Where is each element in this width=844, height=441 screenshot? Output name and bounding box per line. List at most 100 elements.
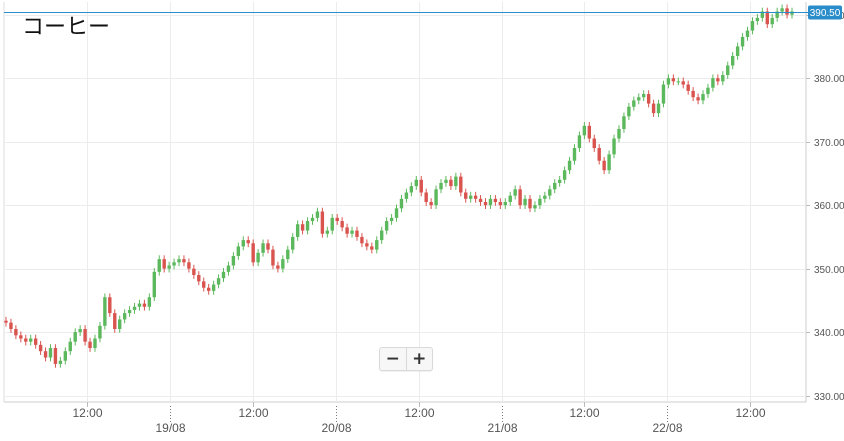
candle-body (696, 97, 700, 101)
candle-body (370, 246, 374, 250)
candle-body (567, 160, 572, 171)
candle-body (770, 17, 774, 25)
candle-body (4, 320, 8, 323)
candle-body (187, 262, 191, 269)
candle-body (162, 259, 166, 269)
y-axis: 330.00 340.00 350.00 360.00 370.00 380.00 390.… (806, 11, 844, 403)
candle-body (651, 103, 656, 114)
candle-body (310, 217, 315, 222)
candle-body (498, 202, 503, 206)
candle-body (93, 338, 97, 349)
candle-body (686, 84, 690, 91)
candle-body (33, 338, 38, 345)
candle-body (83, 328, 87, 342)
candle-body (528, 198, 532, 209)
zoom-in-button[interactable]: + (405, 348, 433, 370)
candle-body (439, 182, 443, 190)
candle-body (182, 259, 186, 263)
candle-body (384, 221, 389, 231)
candle-body (9, 322, 13, 329)
candle-body (666, 78, 671, 85)
candle-body (750, 21, 755, 31)
candle-body (202, 281, 206, 288)
candle-body (24, 338, 28, 342)
candle-body (271, 249, 275, 266)
candle-body (641, 94, 646, 98)
candle-body (14, 328, 18, 336)
x-tick-label: 12:00 (735, 406, 765, 420)
candle-body (113, 313, 117, 329)
candle-body (464, 192, 468, 199)
candle-body (261, 243, 265, 253)
candle-body (676, 81, 681, 83)
candle-body (785, 8, 789, 15)
candle-body (88, 341, 92, 349)
candle-body (775, 11, 779, 18)
candle-body (19, 335, 23, 339)
candle-body (281, 259, 285, 269)
candle-body (533, 205, 537, 209)
candle-body (389, 217, 394, 222)
candle-body (315, 211, 320, 218)
candle-body (735, 46, 740, 56)
candle-body (656, 103, 661, 114)
candle-body (360, 236, 364, 244)
candle-body (582, 125, 587, 136)
candle-body (468, 195, 473, 199)
y-tick-label: 370.00 (814, 138, 844, 149)
candle-body (513, 189, 517, 196)
candle-body (543, 195, 547, 199)
candle-body (305, 221, 310, 231)
zoom-out-button[interactable]: − (385, 349, 400, 369)
candle-body (701, 94, 705, 101)
x-axis: 12:00 19/08 12:00 20/08 12:00 21/08 12:00 22/08… (72, 402, 766, 435)
candle-body (108, 297, 112, 314)
candle-body (617, 128, 621, 139)
candle-body (587, 125, 592, 139)
chart-grid (3, 2, 807, 403)
candle-body (206, 287, 211, 291)
candle-body (38, 344, 43, 352)
candle-body (508, 195, 512, 202)
candle-body (503, 202, 507, 206)
x-tick-label: 22/08 (652, 421, 682, 435)
y-tick-label: 330.00 (814, 392, 844, 403)
candle-body (266, 243, 270, 250)
candle-body (419, 179, 423, 193)
candle-body (142, 303, 147, 307)
candle-body (340, 221, 344, 228)
candle-body (414, 179, 419, 187)
candle-body (236, 246, 241, 256)
candle-body (291, 236, 295, 250)
candle-body (721, 75, 725, 82)
candle-body (325, 230, 330, 234)
candle-body (320, 211, 325, 234)
candle-body (493, 198, 498, 202)
candle-body (231, 255, 236, 266)
candle-body (157, 259, 161, 272)
y-tick-label: 380.00 (814, 74, 844, 85)
candle-body (53, 348, 58, 364)
candle-body (221, 271, 226, 279)
candle-body (98, 325, 102, 339)
x-tick-label: 20/08 (321, 421, 351, 435)
x-tick-label: 21/08 (487, 421, 517, 435)
candle-body (622, 116, 626, 129)
candle-body (627, 106, 631, 117)
candle-body (226, 265, 231, 272)
candle-body (300, 224, 305, 231)
candle-body (251, 243, 255, 263)
candle-body (216, 278, 221, 285)
x-tick-label: 12:00 (238, 406, 268, 420)
candle-body (73, 332, 77, 342)
candle-body (350, 230, 354, 234)
candle-body (755, 17, 760, 22)
candle-body (197, 275, 201, 282)
candle-body (424, 192, 428, 202)
current-price-label: 390.50 (810, 8, 841, 19)
candle-body (607, 154, 611, 171)
candle-body (434, 189, 438, 206)
candle-body (404, 192, 409, 199)
candle-body (473, 195, 478, 199)
